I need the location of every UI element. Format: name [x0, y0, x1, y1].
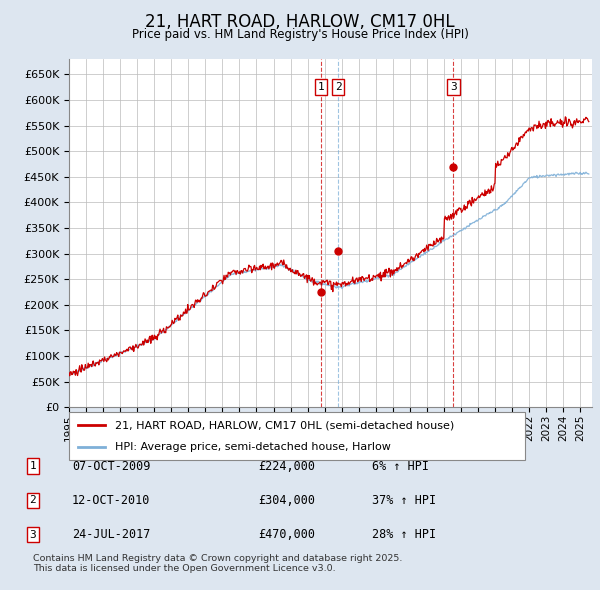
Text: 6% ↑ HPI: 6% ↑ HPI — [372, 460, 429, 473]
Text: £470,000: £470,000 — [258, 528, 315, 541]
Text: 24-JUL-2017: 24-JUL-2017 — [72, 528, 151, 541]
Text: Price paid vs. HM Land Registry's House Price Index (HPI): Price paid vs. HM Land Registry's House … — [131, 28, 469, 41]
Text: 3: 3 — [29, 530, 37, 539]
Text: 28% ↑ HPI: 28% ↑ HPI — [372, 528, 436, 541]
Text: 07-OCT-2009: 07-OCT-2009 — [72, 460, 151, 473]
Text: 37% ↑ HPI: 37% ↑ HPI — [372, 494, 436, 507]
Text: £224,000: £224,000 — [258, 460, 315, 473]
Text: 2: 2 — [29, 496, 37, 505]
Text: HPI: Average price, semi-detached house, Harlow: HPI: Average price, semi-detached house,… — [115, 442, 391, 452]
FancyBboxPatch shape — [69, 412, 525, 460]
Text: 2: 2 — [335, 82, 341, 92]
Text: Contains HM Land Registry data © Crown copyright and database right 2025.
This d: Contains HM Land Registry data © Crown c… — [33, 554, 403, 573]
Text: 21, HART ROAD, HARLOW, CM17 0HL: 21, HART ROAD, HARLOW, CM17 0HL — [145, 14, 455, 31]
Text: £304,000: £304,000 — [258, 494, 315, 507]
Text: 12-OCT-2010: 12-OCT-2010 — [72, 494, 151, 507]
Text: 1: 1 — [317, 82, 324, 92]
Text: 3: 3 — [450, 82, 457, 92]
Text: 1: 1 — [29, 461, 37, 471]
Text: 21, HART ROAD, HARLOW, CM17 0HL (semi-detached house): 21, HART ROAD, HARLOW, CM17 0HL (semi-de… — [115, 420, 454, 430]
